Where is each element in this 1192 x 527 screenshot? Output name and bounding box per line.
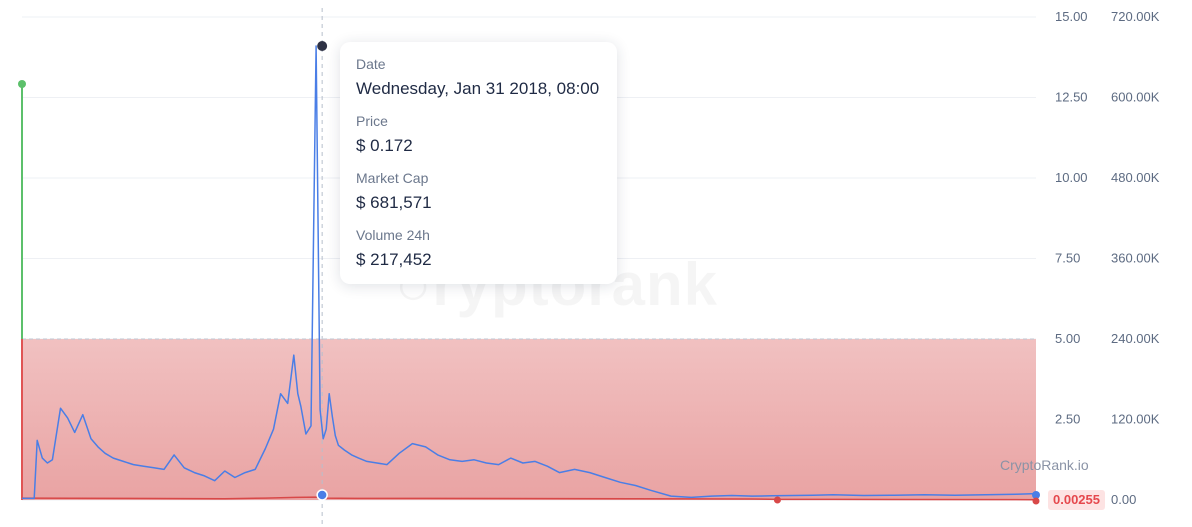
volume-axis-tick-5: 600.00K bbox=[1111, 90, 1160, 105]
volume-line bbox=[21, 496, 1037, 501]
cryptorank-watermark: CryptoRank.io bbox=[1000, 457, 1089, 473]
tooltip-date-label: Date bbox=[356, 56, 386, 72]
hover-volume-dot bbox=[316, 489, 328, 501]
price-axis-tick-1: 2.50 bbox=[1055, 412, 1080, 427]
price-axis-tick-5: 12.50 bbox=[1055, 90, 1088, 105]
price-axis-tick-2: 5.00 bbox=[1055, 331, 1080, 346]
hover-price-dot bbox=[317, 40, 328, 51]
volume-axis-tick-1: 120.00K bbox=[1111, 412, 1160, 427]
ath-marker-dot bbox=[18, 80, 26, 88]
min-marker-dot bbox=[773, 496, 781, 504]
volume-axis-tick-3: 360.00K bbox=[1111, 251, 1160, 266]
volume-axis-tick-4: 480.00K bbox=[1111, 170, 1160, 185]
last-price-dot bbox=[1032, 491, 1040, 499]
price-axis-tick-6: 15.00 bbox=[1055, 9, 1088, 24]
tooltip-market-cap-label: Market Cap bbox=[356, 170, 429, 186]
reference-area bbox=[22, 339, 1036, 500]
volume-axis-tick-2: 240.00K bbox=[1111, 331, 1160, 346]
hover-tooltip: Date Wednesday, Jan 31 2018, 08:00 Price… bbox=[340, 42, 617, 284]
price-axis-tick-3: 7.50 bbox=[1055, 251, 1080, 266]
price-axis-tick-4: 10.00 bbox=[1055, 170, 1088, 185]
tooltip-date-value: Wednesday, Jan 31 2018, 08:00 bbox=[356, 79, 600, 98]
tooltip-market-cap-value: $ 681,571 bbox=[356, 193, 432, 212]
current-price-badge: 0.00255 bbox=[1048, 490, 1105, 510]
volume-axis-tick-0: 0.00 bbox=[1111, 492, 1136, 507]
tooltip-price-label: Price bbox=[356, 113, 388, 129]
last-volume-dot bbox=[1032, 497, 1040, 505]
price-line bbox=[22, 45, 1037, 500]
tooltip-volume-value: $ 217,452 bbox=[356, 250, 432, 269]
tooltip-volume-label: Volume 24h bbox=[356, 227, 430, 243]
volume-axis-tick-6: 720.00K bbox=[1111, 9, 1160, 24]
tooltip-price-value: $ 0.172 bbox=[356, 136, 413, 155]
